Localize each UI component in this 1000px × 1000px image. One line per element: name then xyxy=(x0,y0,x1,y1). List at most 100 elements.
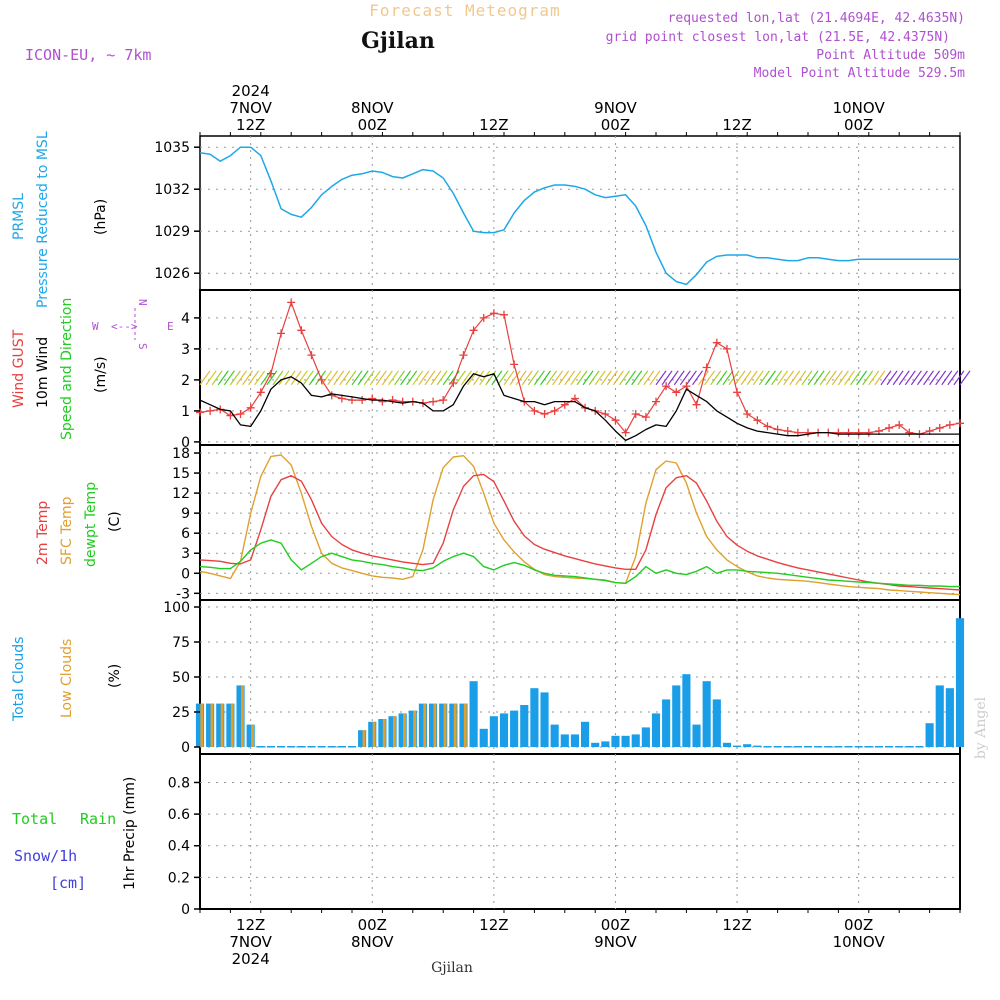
total-clouds-bar xyxy=(611,735,620,747)
wind-barb xyxy=(764,370,776,386)
wind-barb xyxy=(868,370,880,386)
total-clouds-bar xyxy=(266,746,275,748)
wind-barb xyxy=(546,370,558,386)
total-clouds-bar xyxy=(945,688,954,747)
total-clouds-bar xyxy=(925,723,934,747)
wind-gust-marker xyxy=(469,326,478,335)
wind-barb xyxy=(339,370,351,386)
wind-barb xyxy=(296,370,308,386)
wind-barb xyxy=(223,370,235,386)
wind-barb xyxy=(363,370,375,386)
wind-barb xyxy=(752,370,764,386)
wind-gust-marker xyxy=(854,428,863,437)
wind-gust-marker xyxy=(317,375,326,384)
time-label-bottom: 00Z xyxy=(358,916,387,934)
total-clouds-bar xyxy=(570,734,579,747)
total-clouds-bar xyxy=(287,746,296,748)
tick-label-pressure: 1032 xyxy=(154,182,190,198)
point-altitude: Point Altitude 509m xyxy=(816,48,965,63)
wind-barb xyxy=(430,370,442,386)
total-clouds-bar xyxy=(631,734,640,747)
2m-temp-line xyxy=(199,473,961,591)
total-clouds-bar xyxy=(489,716,498,747)
low-clouds-bar xyxy=(413,710,417,747)
time-label-top: 2024 xyxy=(232,82,270,100)
total-clouds-bar xyxy=(439,703,448,747)
total-clouds-bar xyxy=(337,746,346,748)
time-label-bottom: 8NOV xyxy=(351,933,394,951)
wind-barb xyxy=(242,370,254,386)
wind-barb xyxy=(278,370,290,386)
wind-gust-marker xyxy=(621,428,630,437)
total-clouds-bar xyxy=(469,681,478,747)
tick-label-wind: 3 xyxy=(181,342,190,358)
clouds-label-low: Low Clouds xyxy=(59,639,75,718)
total-clouds-bar xyxy=(814,746,823,748)
total-clouds-bar xyxy=(327,746,336,748)
pressure-label-prmsl: PRMSL xyxy=(11,193,27,240)
tick-label-temp: 6 xyxy=(181,526,190,542)
low-clouds-bar xyxy=(362,730,366,747)
clouds-label-total: Total Clouds xyxy=(11,637,27,722)
precip-unit: 1hr Precip (mm) xyxy=(122,777,138,890)
wind-barb xyxy=(795,370,807,386)
wind-gust-marker xyxy=(601,410,610,418)
wind-barb xyxy=(400,370,412,386)
wind-barb xyxy=(503,370,515,386)
total-clouds-bar xyxy=(408,710,417,747)
wind-barb xyxy=(758,370,770,386)
wind-gust-marker xyxy=(895,420,904,429)
total-clouds-bar xyxy=(347,746,357,748)
wind-gust-marker xyxy=(449,379,458,387)
wind-barb xyxy=(801,370,813,386)
total-clouds-bar xyxy=(905,746,914,748)
total-clouds-bar xyxy=(195,703,205,747)
signature: by Angel xyxy=(973,696,989,759)
wind-barb xyxy=(661,370,673,386)
wind-label-speed-dir: Speed and Direction xyxy=(59,298,75,440)
axis-layer: 1035103210291026432101815129630-31007550… xyxy=(154,82,961,968)
wind-gust-marker xyxy=(702,363,711,372)
low-clouds-bar xyxy=(372,721,376,747)
total-clouds-bar xyxy=(753,745,762,747)
wind-barb xyxy=(740,370,752,386)
wind-barb xyxy=(771,370,783,386)
wind-gust-marker xyxy=(652,397,660,406)
total-clouds-bar xyxy=(834,746,843,748)
wind-gust-marker xyxy=(236,410,245,418)
time-label-top: 7NOV xyxy=(229,99,272,117)
time-label-top: 10NOV xyxy=(833,99,886,117)
wind-gust-marker xyxy=(297,326,306,335)
wind-barb xyxy=(351,370,363,386)
wind-barb xyxy=(898,370,910,386)
wind-barb xyxy=(345,370,357,386)
wind-barb xyxy=(460,370,472,386)
total-clouds-bar xyxy=(398,713,407,747)
total-clouds-bar xyxy=(226,703,235,747)
total-clouds-bar xyxy=(581,721,590,747)
tick-label-pressure: 1026 xyxy=(154,266,190,282)
wind-barb xyxy=(837,370,849,386)
wind-barb xyxy=(874,370,886,386)
wind-barb xyxy=(819,370,831,386)
time-label-top: 00Z xyxy=(601,116,630,134)
wind-barb xyxy=(916,370,928,386)
precip-label-rain: Rain xyxy=(80,810,116,828)
wind-barb xyxy=(685,370,697,386)
wind-gust-marker xyxy=(540,410,549,418)
total-clouds-bar xyxy=(874,746,883,748)
tick-label-temp: 3 xyxy=(181,546,190,562)
tick-label-precip: 0.6 xyxy=(168,807,190,823)
time-label-bottom: 12Z xyxy=(722,916,751,934)
wind-gust-marker xyxy=(864,428,873,437)
time-label-bottom: 7NOV xyxy=(229,933,272,951)
total-clouds-bar xyxy=(702,681,711,747)
wind-gust-marker xyxy=(763,422,772,431)
wind-barb xyxy=(467,370,479,386)
wind-barb xyxy=(412,370,424,386)
total-clouds-bar xyxy=(418,703,427,747)
total-clouds-bar xyxy=(733,745,742,747)
wind-barb xyxy=(266,370,278,386)
wind-barb xyxy=(521,370,533,386)
low-clouds-bar xyxy=(443,703,447,747)
